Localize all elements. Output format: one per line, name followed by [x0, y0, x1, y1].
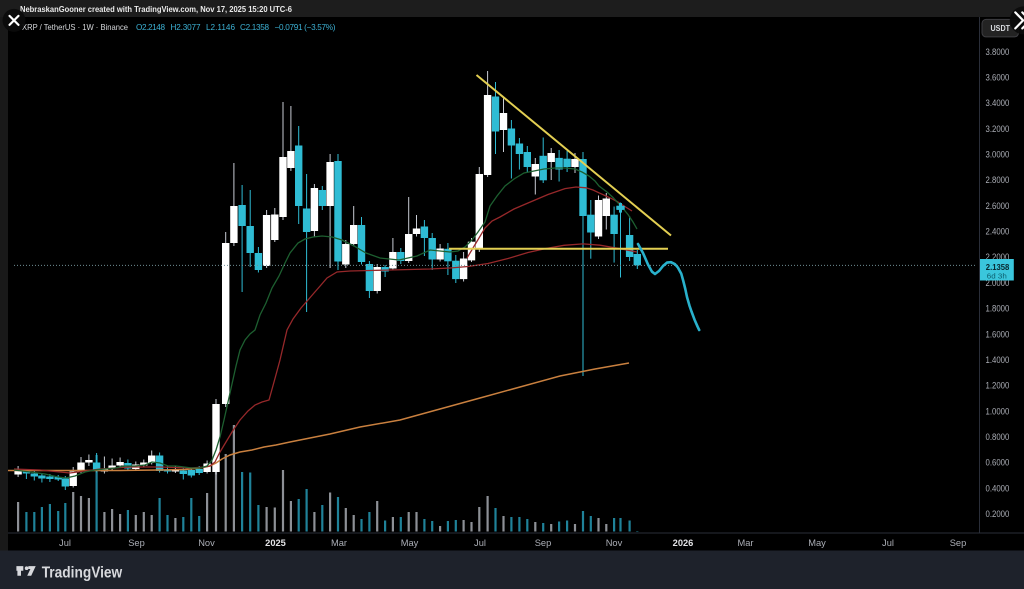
svg-text:L2.1146: L2.1146 — [206, 23, 235, 32]
svg-text:0.2000: 0.2000 — [986, 509, 1010, 519]
svg-text:TradingView: TradingView — [42, 564, 123, 581]
svg-text:3.8000: 3.8000 — [986, 47, 1010, 57]
svg-text:3.6000: 3.6000 — [986, 73, 1010, 83]
svg-text:2.4000: 2.4000 — [986, 227, 1010, 237]
svg-text:Jul: Jul — [474, 538, 486, 548]
svg-text:1.4000: 1.4000 — [986, 355, 1010, 365]
svg-text:Sep: Sep — [128, 538, 145, 548]
svg-text:Mar: Mar — [737, 538, 753, 548]
svg-text:Jul: Jul — [59, 538, 71, 548]
svg-text:Nov: Nov — [606, 538, 623, 548]
svg-text:O2.2148: O2.2148 — [136, 23, 165, 32]
svg-text:3.2000: 3.2000 — [986, 124, 1010, 134]
svg-text:2.2000: 2.2000 — [986, 252, 1010, 262]
svg-text:1.6000: 1.6000 — [986, 329, 1010, 339]
svg-text:2.8000: 2.8000 — [986, 175, 1010, 185]
svg-text:Sep: Sep — [535, 538, 552, 548]
svg-text:Nov: Nov — [198, 538, 215, 548]
svg-text:2026: 2026 — [673, 538, 694, 548]
svg-text:3.0000: 3.0000 — [986, 150, 1010, 160]
svg-text:6d 3h: 6d 3h — [987, 271, 1007, 280]
svg-text:1.2000: 1.2000 — [986, 381, 1010, 391]
svg-text:1.0000: 1.0000 — [986, 406, 1010, 416]
svg-text:0.8000: 0.8000 — [986, 432, 1010, 442]
svg-text:C2.1358: C2.1358 — [240, 23, 269, 32]
svg-text:NebraskanGooner created with T: NebraskanGooner created with TradingView… — [20, 4, 292, 14]
svg-text:0.4000: 0.4000 — [986, 483, 1010, 493]
svg-text:H2.3077: H2.3077 — [171, 23, 201, 32]
svg-text:USDT: USDT — [991, 23, 1011, 33]
svg-text:2.0000: 2.0000 — [986, 278, 1010, 288]
svg-text:2.1358: 2.1358 — [986, 262, 1010, 272]
svg-text:Jul: Jul — [882, 538, 894, 548]
svg-text:−0.0791 (−3.57%): −0.0791 (−3.57%) — [275, 23, 336, 32]
svg-text:May: May — [401, 538, 419, 548]
svg-text:1.8000: 1.8000 — [986, 304, 1010, 314]
svg-text:2.6000: 2.6000 — [986, 201, 1010, 211]
svg-text:3.4000: 3.4000 — [986, 98, 1010, 108]
svg-text:0.6000: 0.6000 — [986, 458, 1010, 468]
svg-text:Sep: Sep — [950, 538, 967, 548]
svg-text:May: May — [808, 538, 826, 548]
svg-text:Mar: Mar — [331, 538, 347, 548]
svg-text:2025: 2025 — [265, 538, 286, 548]
svg-text:XRP / TetherUS · 1W · Binance: XRP / TetherUS · 1W · Binance — [22, 23, 128, 32]
